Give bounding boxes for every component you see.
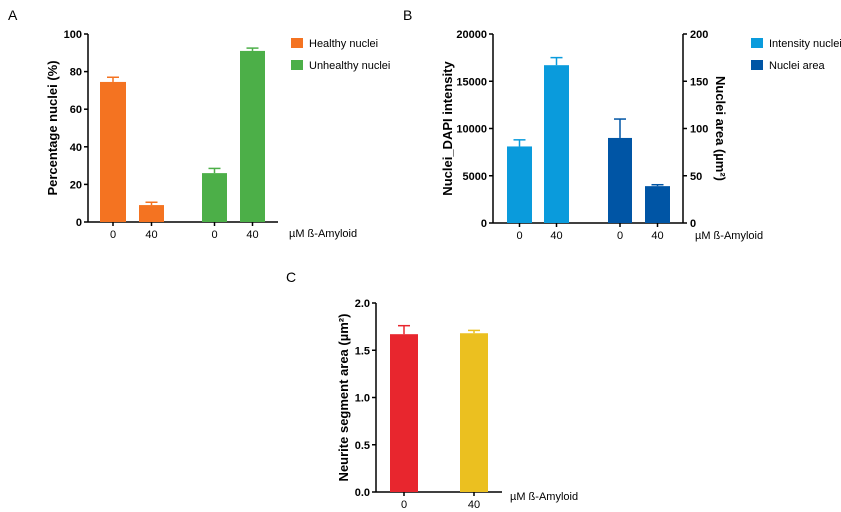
y-tick-label: 20000 [456, 29, 487, 41]
bar [460, 333, 488, 492]
x-tick-label: 0 [617, 230, 623, 242]
y-tick-label: 40 [70, 142, 82, 154]
y-tick-label: 10000 [456, 124, 487, 136]
x-axis-label: µM ß-Amyloid [510, 491, 578, 503]
bar [100, 81, 126, 222]
legend-label: Nuclei area [769, 60, 826, 72]
y-tick-label: 15000 [456, 76, 487, 88]
y-tick-label: 20 [70, 179, 82, 191]
y2-tick-label: 50 [690, 171, 702, 183]
legend-swatch [291, 60, 303, 70]
bar [645, 186, 670, 223]
x-tick-label: 0 [211, 229, 217, 241]
x-tick-label: 40 [246, 229, 258, 241]
legend-swatch [751, 60, 763, 70]
y2-tick-label: 100 [690, 124, 708, 136]
x-tick-label: 40 [651, 230, 663, 242]
bar [507, 146, 532, 223]
y-tick-label: 0 [481, 218, 487, 230]
legend-label: Intensity nuclei [769, 38, 841, 50]
y2-tick-label: 0 [690, 218, 696, 230]
chart-panel-A: A 0 20 40 60 80 100 Percentage nuclei (%) 0 40 Hea… [8, 7, 390, 241]
legend-label: Unhealthy nuclei [309, 60, 390, 72]
y2-tick-label: 200 [690, 29, 708, 41]
chart-panel-C: C 0.0 0.5 1.0 1.5 2.0 Neurite segment area (µm… [286, 269, 578, 511]
y-axis-label: Percentage nuclei (%) [45, 60, 60, 195]
bar [240, 50, 265, 222]
x-axis-label: µM ß-Amyloid [695, 230, 763, 242]
bar [544, 65, 569, 223]
bar [202, 173, 227, 222]
panel-label: A [8, 7, 18, 23]
x-tick-label: 40 [550, 230, 562, 242]
x-tick-label: 0 [516, 230, 522, 242]
y-tick-label: 100 [64, 29, 82, 41]
y-tick-label: 1.0 [355, 393, 370, 405]
y-axis-label: Neurite segment area (µm²) [336, 314, 351, 482]
y-tick-label: 2.0 [355, 298, 370, 310]
x-tick-label: 0 [110, 229, 116, 241]
y-tick-label: 60 [70, 104, 82, 116]
panel-label: C [286, 269, 296, 285]
y-tick-label: 0.5 [355, 440, 370, 452]
y2-axis-label: Nuclei area (µm²) [713, 76, 728, 181]
y-tick-label: 1.5 [355, 345, 370, 357]
x-tick-label: 40 [468, 499, 480, 511]
y-tick-label: 0.0 [355, 487, 370, 499]
y-tick-label: 5000 [463, 171, 487, 183]
x-tick-label: 40 [145, 229, 157, 241]
bar [139, 205, 164, 222]
x-axis-label: µM ß-Amyloid [289, 228, 357, 240]
legend-label: Healthy nuclei [309, 38, 378, 50]
bar [608, 137, 632, 223]
y-tick-label: 0 [76, 217, 82, 229]
legend-swatch [751, 38, 763, 48]
panel-label: B [403, 7, 412, 23]
legend-swatch [291, 38, 303, 48]
y-tick-label: 80 [70, 67, 82, 79]
x-tick-label: 0 [401, 499, 407, 511]
bar [390, 334, 418, 492]
y-axis-label: Nuclei_DAPI intensity [440, 61, 455, 196]
y2-tick-label: 150 [690, 76, 708, 88]
